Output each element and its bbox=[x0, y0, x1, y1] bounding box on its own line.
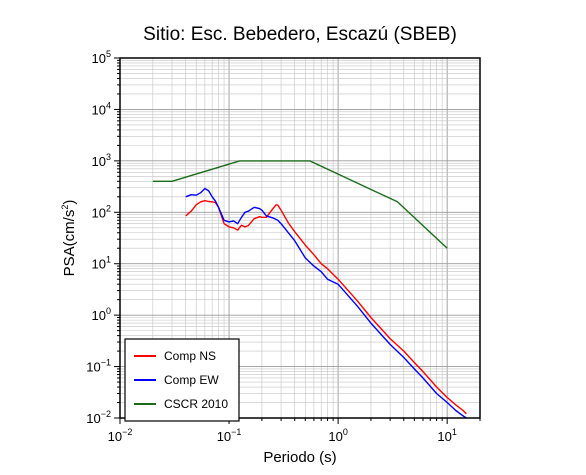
y-tick-label: 105 bbox=[92, 49, 111, 66]
series-line-1 bbox=[185, 199, 467, 415]
y-tick-label: 104 bbox=[92, 100, 111, 117]
y-tick-label: 103 bbox=[92, 152, 111, 169]
series-layer bbox=[152, 160, 467, 419]
y-tick-label: 10−2 bbox=[86, 409, 111, 426]
series-line-2 bbox=[185, 187, 467, 419]
chart-title: Sitio: Esc. Bebedero, Escazú (SBEB) bbox=[143, 24, 457, 45]
plot-frame bbox=[119, 57, 481, 419]
legend-label: Comp NS bbox=[164, 349, 216, 363]
x-tick-label: 10−2 bbox=[108, 427, 133, 444]
y-tick-label: 100 bbox=[92, 306, 111, 323]
x-tick-label: 10−1 bbox=[217, 427, 242, 444]
series-line-3 bbox=[152, 160, 448, 249]
y-tick-labels: 10−2 10−1 100 101 102 103 104 105 bbox=[86, 49, 111, 426]
legend: Comp NS Comp EW CSCR 2010 bbox=[124, 338, 240, 422]
y-tick-label: 10−1 bbox=[86, 358, 111, 375]
y-tick-label: 102 bbox=[92, 203, 111, 220]
x-tick-label: 101 bbox=[437, 427, 456, 444]
legend-label: CSCR 2010 bbox=[164, 397, 228, 411]
y-axis-label-close: ) bbox=[61, 200, 78, 205]
x-axis-label: Periodo (s) bbox=[263, 449, 336, 466]
y-tick-label: 101 bbox=[92, 255, 111, 272]
x-tick-label: 100 bbox=[328, 427, 347, 444]
y-axis-label-exp: 2 bbox=[60, 205, 70, 210]
legend-label: Comp EW bbox=[164, 373, 219, 387]
y-axis-label-base: PSA(cm/s bbox=[61, 210, 78, 277]
x-tick-labels: 10−2 10−1 100 101 bbox=[108, 427, 457, 444]
y-axis-label: PSA(cm/s2) bbox=[60, 200, 78, 277]
